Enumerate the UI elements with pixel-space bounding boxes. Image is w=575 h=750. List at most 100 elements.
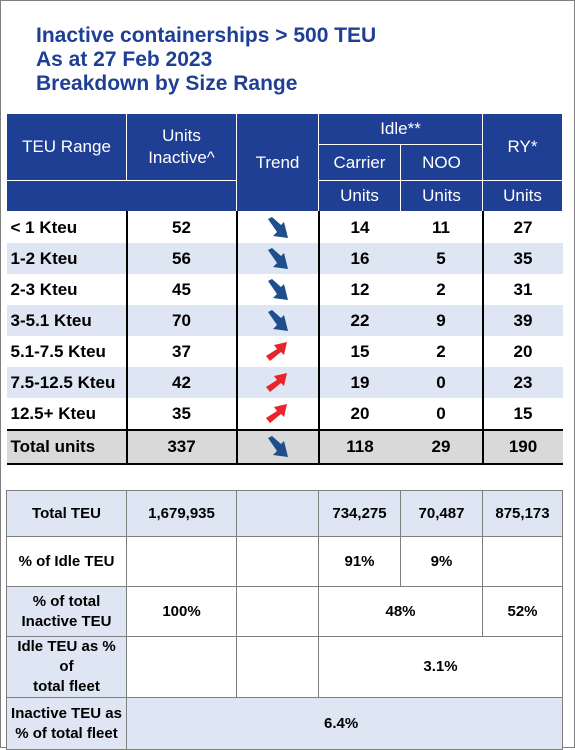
header-carrier-units: Units	[318, 180, 401, 212]
summary-idle-fleet-trend	[236, 636, 319, 698]
cell-trend	[236, 243, 320, 274]
summary-total-teu-trend	[236, 490, 319, 537]
cell-range: 12.5+ Kteu	[6, 398, 128, 430]
header-units-inactive: Units Inactive^	[126, 113, 237, 181]
total-row: Total units 337 118 29 190	[6, 429, 563, 465]
cell-range: Total units	[6, 429, 128, 465]
summary-total-teu-inactive: 1,679,935	[126, 490, 237, 537]
cell-noo: 5	[400, 243, 484, 274]
cell-ry: 35	[482, 243, 563, 274]
cell-carrier: 20	[318, 398, 401, 430]
cell-trend	[236, 398, 320, 430]
cell-carrier: 118	[318, 429, 401, 465]
summary-pct-idle-trend	[236, 536, 319, 587]
cell-carrier: 15	[318, 336, 401, 367]
summary-pct-idle-carrier: 91%	[318, 536, 401, 587]
cell-ry: 23	[482, 367, 563, 398]
table-row: 5.1-7.5 Kteu 37 15 2 20	[6, 336, 563, 367]
header-carrier: Carrier	[318, 144, 401, 181]
cell-range: 2-3 Kteu	[6, 274, 128, 305]
table-row: 2-3 Kteu 45 12 2 31	[6, 274, 563, 305]
cell-trend	[236, 367, 320, 398]
size-range-table: TEU Range Units Inactive^ Trend Idle** R…	[6, 113, 564, 465]
table-row: 12.5+ Kteu 35 20 0 15	[6, 398, 563, 430]
table-row: 1-2 Kteu 56 16 5 35	[6, 243, 563, 274]
header-inactive-label: Inactive^	[148, 148, 215, 167]
cell-inactive: 42	[126, 367, 238, 398]
cell-ry: 20	[482, 336, 563, 367]
summary-pct-total-trend	[236, 586, 319, 637]
cell-inactive: 37	[126, 336, 238, 367]
cell-inactive: 45	[126, 274, 238, 305]
summary-pct-total-inactive: 100%	[126, 586, 237, 637]
title-line-1: Inactive containerships > 500 TEU	[36, 24, 377, 47]
header-spacer	[6, 180, 237, 212]
summary-inactive-fleet-value: 6.4%	[126, 697, 563, 750]
trend-down-arrow-icon	[267, 216, 288, 238]
cell-inactive: 70	[126, 305, 238, 336]
summary-inactive-fleet-label-2: % of total fleet	[15, 724, 118, 742]
cell-carrier: 16	[318, 243, 401, 274]
title-line-2: As at 27 Feb 2023	[36, 48, 213, 71]
header-ry: RY*	[482, 113, 564, 181]
cell-trend	[236, 429, 320, 465]
slide-title: Inactive containerships > 500 TEU As at …	[36, 24, 376, 96]
summary-pct-total-label-1: % of total	[32, 592, 101, 610]
summary-total-teu-label: Total TEU	[6, 490, 127, 537]
table-row: 3-5.1 Kteu 70 22 9 39	[6, 305, 563, 336]
cell-range: 3-5.1 Kteu	[6, 305, 128, 336]
summary-pct-total-idle: 48%	[318, 586, 483, 637]
cell-carrier: 14	[318, 211, 401, 243]
cell-noo: 9	[400, 305, 484, 336]
summary-idle-fleet-label-1: Idle TEU as % of	[17, 638, 116, 675]
summary-total-teu-carrier: 734,275	[318, 490, 401, 537]
summary-pct-total-label: % of total Inactive TEU	[6, 586, 127, 637]
cell-noo: 2	[400, 336, 484, 367]
summary-pct-total-ry: 52%	[482, 586, 563, 637]
summary-idle-fleet-value: 3.1%	[318, 636, 563, 698]
cell-ry: 31	[482, 274, 563, 305]
cell-carrier: 22	[318, 305, 401, 336]
cell-range: 5.1-7.5 Kteu	[6, 336, 128, 367]
header-noo: NOO	[399, 144, 484, 181]
summary-total-teu-ry: 875,173	[482, 490, 563, 537]
cell-inactive: 337	[126, 429, 238, 465]
header-trend: Trend	[236, 113, 319, 212]
trend-down-arrow-icon	[267, 278, 288, 300]
summary-inactive-fleet-label-1: Inactive TEU as	[11, 704, 122, 722]
cell-trend	[236, 305, 320, 336]
cell-noo: 0	[400, 398, 484, 430]
summary-inactive-fleet-label: Inactive TEU as % of total fleet	[6, 697, 127, 750]
summary-pct-idle-ry	[482, 536, 563, 587]
cell-noo: 29	[400, 429, 484, 465]
cell-noo: 11	[400, 211, 484, 243]
summary-idle-fleet-label-2: total fleet	[33, 678, 100, 695]
trend-up-arrow-icon	[265, 341, 287, 361]
trend-down-arrow-icon	[267, 436, 288, 457]
cell-trend	[236, 274, 320, 305]
cell-inactive: 52	[126, 211, 238, 243]
trend-up-arrow-icon	[265, 372, 287, 392]
summary-total-teu-noo: 70,487	[400, 490, 483, 537]
header-idle: Idle**	[317, 113, 484, 145]
title-line-3: Breakdown by Size Range	[36, 72, 298, 95]
cell-inactive: 35	[126, 398, 238, 430]
table-row: < 1 Kteu 52 14 11 27	[6, 211, 563, 243]
trend-down-arrow-icon	[267, 309, 288, 331]
cell-carrier: 12	[318, 274, 401, 305]
cell-ry: 15	[482, 398, 563, 430]
header-units-label: Units	[162, 126, 201, 145]
summary-pct-total-label-2: Inactive TEU	[21, 612, 112, 630]
cell-range: 7.5-12.5 Kteu	[6, 367, 128, 398]
cell-ry: 39	[482, 305, 563, 336]
trend-up-arrow-icon	[265, 403, 287, 423]
summary-idle-fleet-label: Idle TEU as % of total fleet	[6, 636, 127, 698]
header-teu-range: TEU Range	[6, 113, 127, 181]
cell-trend	[236, 336, 320, 367]
cell-carrier: 19	[318, 367, 401, 398]
summary-pct-idle-noo: 9%	[400, 536, 483, 587]
cell-ry: 27	[482, 211, 563, 243]
cell-noo: 2	[400, 274, 484, 305]
summary-table: Total TEU 1,679,935 734,275 70,487 875,1…	[6, 490, 563, 750]
trend-down-arrow-icon	[267, 247, 288, 269]
